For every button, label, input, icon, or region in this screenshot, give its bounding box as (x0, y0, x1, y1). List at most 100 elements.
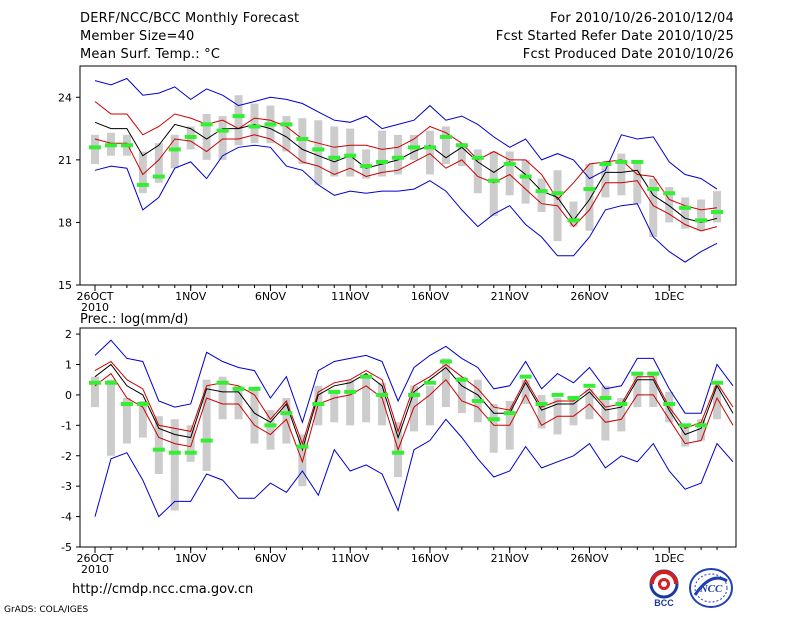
prec-median (631, 371, 644, 376)
temp-box (681, 197, 690, 229)
prec-median (487, 417, 500, 422)
temp-median (296, 137, 309, 141)
prec-ytick-label: 1 (65, 359, 72, 372)
temp-ytick-label: 21 (58, 154, 72, 167)
temp-median (216, 128, 229, 133)
prec-box (633, 373, 642, 408)
temp-median (439, 134, 452, 139)
prec-median (360, 374, 373, 379)
prec-ytick-label: -1 (61, 419, 72, 432)
prec-median (152, 447, 165, 452)
temp-median (583, 187, 596, 192)
prec-median (104, 380, 117, 385)
prec-line-lower (94, 372, 734, 464)
temp-box (314, 120, 323, 185)
prec-box (569, 397, 578, 426)
prec-box (521, 379, 530, 405)
prec-box (91, 376, 99, 408)
temp-box (441, 126, 450, 165)
temp-box (394, 134, 403, 175)
temp-median (104, 143, 117, 148)
temp-box (378, 130, 387, 177)
temp-median (89, 145, 101, 150)
temp-box (234, 95, 243, 146)
prec-median (136, 402, 149, 407)
temp-median (455, 143, 468, 148)
bcc-logo-text: BCC (654, 598, 674, 608)
temp-line-lower (94, 134, 718, 232)
temp-median (423, 145, 436, 150)
prec-box (681, 425, 690, 447)
temp-box (633, 161, 642, 204)
temp-line-max (94, 77, 718, 190)
prec-median (695, 423, 708, 428)
prec-box (218, 376, 227, 420)
temp-median (408, 145, 420, 150)
prec-median (679, 423, 692, 428)
temp-box (585, 164, 594, 231)
temp-box (298, 118, 307, 165)
temp-box (282, 116, 291, 152)
temp-xtick-label: 11NOV (331, 290, 370, 303)
prec-median (423, 380, 436, 385)
temp-xtick-label: 26NOV (570, 290, 609, 303)
prec-median (216, 380, 229, 385)
temp-median (328, 155, 341, 160)
temp-xtick-label: 6NOV (255, 290, 287, 303)
temp-box (697, 199, 706, 231)
temp-median (551, 191, 564, 196)
prec-median (392, 450, 405, 455)
prec-box (282, 397, 291, 444)
temp-xtick-label: 1DEC (654, 290, 684, 303)
footer-url[interactable]: http://cmdp.ncc.cma.gov.cn (72, 582, 254, 597)
prec-median (296, 444, 309, 449)
prec-median (551, 392, 564, 397)
prec-panel: -5 -4 -3 -2 -1 0 1 2 26OCT 1NOV 6NOV 11NOV 16NOV 21NO… (61, 327, 737, 576)
prec-line-upper (94, 360, 734, 446)
prec-box (138, 401, 147, 438)
prec-median (120, 402, 133, 407)
prec-median (567, 395, 580, 400)
prec-xtick-label: 16NOV (411, 552, 450, 565)
chart-title: DERF/NCC/BCC Monthly Forecast (80, 11, 300, 26)
prec-line-min (94, 418, 734, 518)
temp-box (601, 164, 610, 198)
temp-ytick-label: 15 (58, 279, 72, 292)
temp-box (250, 103, 259, 144)
refer-date: Fcst Started Refer Date 2010/10/25 (495, 29, 734, 44)
prec-median (376, 392, 389, 397)
ncc-logo: NCC (689, 568, 733, 608)
prec-median (615, 402, 628, 407)
temp-median (376, 159, 389, 164)
temp-xtick-label: 26OCT (76, 290, 113, 303)
prec-box (537, 394, 546, 429)
temp-median (679, 205, 692, 210)
prec-year-label: 2010 (81, 563, 109, 576)
member-size: Member Size=40 (80, 29, 195, 44)
temp-box (473, 149, 482, 194)
prec-median (599, 395, 612, 400)
temp-box (91, 134, 99, 165)
prec-median (264, 423, 277, 428)
prec-ytick-label: 2 (65, 328, 72, 341)
prec-ytick-label: -2 (61, 450, 72, 463)
temp-median (487, 178, 500, 183)
temp-box (154, 143, 163, 183)
temp-box (138, 151, 147, 194)
temp-median (503, 162, 516, 167)
prec-box (234, 385, 243, 420)
temp-median (136, 182, 149, 187)
temp-ytick-label: 18 (58, 216, 72, 229)
temp-box (362, 149, 371, 179)
temp-median (535, 189, 548, 194)
temp-median (360, 164, 373, 169)
grads-credit: GrADS: COLA/IGES (4, 605, 89, 615)
prec-box (649, 373, 658, 408)
temp-median (152, 174, 165, 179)
prec-xtick-label: 21NOV (491, 552, 530, 565)
temp-median (232, 114, 245, 119)
prec-ytick-label: -3 (61, 480, 72, 493)
temp-median (184, 134, 197, 139)
prec-box (457, 376, 466, 414)
prec-box (697, 419, 706, 441)
